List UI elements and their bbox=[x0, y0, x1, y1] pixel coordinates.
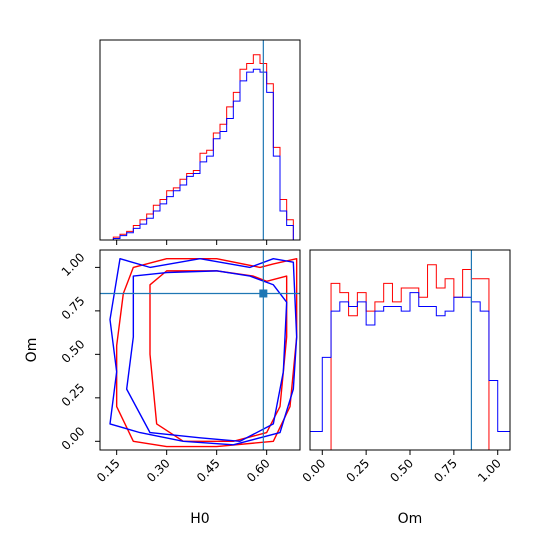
x-axis-label-h0: H0 bbox=[190, 511, 209, 527]
x-axis-label-om: Om bbox=[398, 511, 423, 527]
contour-x-tick-label-1: 0.30 bbox=[144, 456, 173, 485]
om-hist-x-tick-label-1: 0.25 bbox=[343, 456, 372, 485]
contour-y-tick-label-0: 0.00 bbox=[59, 424, 88, 453]
h0-marginal-histogram bbox=[99, 39, 301, 245]
om-marginal-histogram: 0.00 0.25 0.50 0.75 1.00 bbox=[300, 249, 511, 485]
contour-y-tick-label-3: 0.75 bbox=[59, 294, 88, 323]
contour-frame bbox=[99, 249, 301, 451]
contour-y-tick-label-4: 1.00 bbox=[59, 250, 88, 279]
contour-x-tick-label-3: 0.60 bbox=[244, 456, 273, 485]
contour-x-tick-label-2: 0.45 bbox=[194, 456, 223, 485]
contour-series-1-level-0 bbox=[109, 258, 298, 446]
contour-y-tick-label-2: 0.50 bbox=[59, 337, 88, 366]
contour-truth-marker bbox=[259, 289, 268, 298]
contour-lines-group bbox=[100, 250, 300, 450]
contour-series-1-level-1 bbox=[125, 270, 288, 442]
y-axis-label-om: Om bbox=[24, 338, 40, 363]
contour-series-0-level-0 bbox=[115, 258, 298, 448]
h0-hist-frame bbox=[99, 39, 301, 241]
h0-hist-series-0-step-line bbox=[100, 54, 300, 241]
om-hist-x-tick-label-3: 0.75 bbox=[431, 456, 460, 485]
om-hist-series-1-step-line bbox=[310, 292, 510, 432]
contour-x-tick-label-0: 0.15 bbox=[94, 456, 123, 485]
om-hist-x-tick-label-4: 1.00 bbox=[475, 456, 504, 485]
om-vs-h0-contour-plot: 0.15 0.30 0.45 0.60 0.00 0.25 0.50 0.75 1.00 bbox=[59, 249, 301, 485]
om-hist-frame bbox=[309, 249, 511, 451]
contour-y-tick-label-1: 0.25 bbox=[59, 381, 88, 410]
om-hist-x-tick-label-0: 0.00 bbox=[300, 456, 329, 485]
om-hist-x-tick-label-2: 0.50 bbox=[387, 456, 416, 485]
h0-hist-series-1-step-line bbox=[100, 68, 300, 241]
